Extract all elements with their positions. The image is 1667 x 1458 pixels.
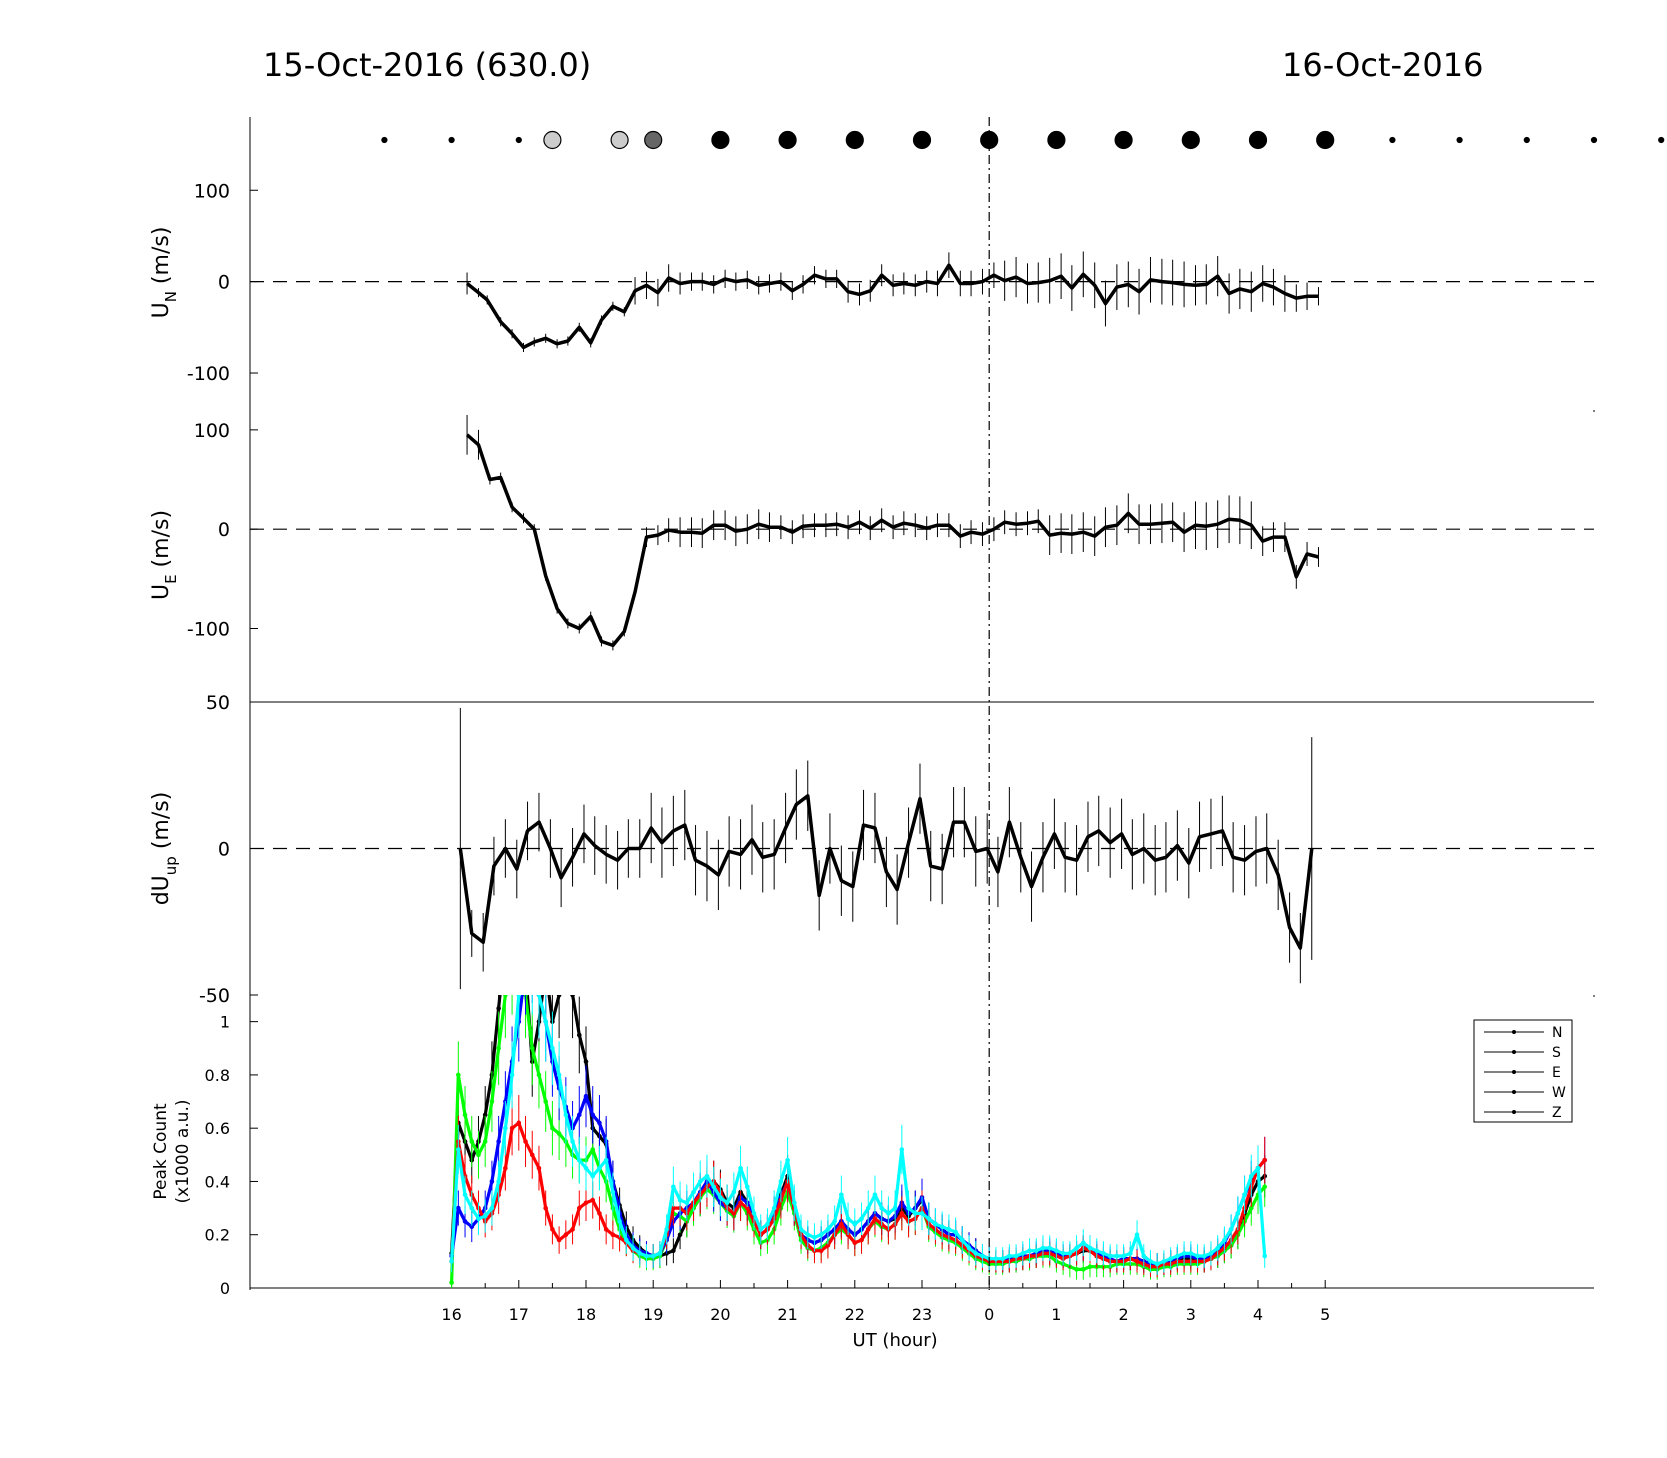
- data-point: [517, 939, 522, 944]
- series-line: [458, 794, 1314, 950]
- cloud-marker: [1047, 130, 1066, 150]
- cloud-marker: [778, 130, 797, 150]
- cloud-marker: [1316, 130, 1335, 150]
- y-tick-label: -100: [187, 618, 230, 640]
- x-tick-label: 5: [1320, 1305, 1330, 1324]
- cloud-marker: [543, 130, 562, 150]
- data-point: [530, 953, 535, 958]
- y-axis-label: UE (m/s): [149, 510, 180, 600]
- legend-label: W: [1552, 1085, 1566, 1101]
- y-axis-label-unit: (x1000 a.u.): [173, 1100, 193, 1204]
- y-tick-label: 0: [218, 839, 230, 861]
- panel-ue: 100 0 -100 UE (m/s): [149, 414, 1594, 651]
- data-point: [523, 939, 528, 944]
- peak-series: [449, 939, 1268, 1288]
- x-tick-label: 4: [1253, 1305, 1263, 1324]
- x-tick-label: 16: [441, 1305, 461, 1324]
- data-point: [523, 966, 528, 971]
- x-tick-label: 20: [710, 1305, 730, 1324]
- series-N: [449, 939, 1268, 1275]
- y-tick-label: 0.6: [205, 1119, 230, 1138]
- data-point: [510, 939, 515, 944]
- panel-un: 100 0 -100 UN (m/s): [149, 180, 1594, 385]
- y-tick-label: 0.2: [205, 1226, 230, 1245]
- cloud-marker: [644, 130, 663, 150]
- series-line: [466, 263, 1319, 350]
- y-tick-label: 100: [194, 180, 230, 202]
- x-tick-label: 21: [777, 1305, 797, 1324]
- cloud-marker: [1181, 130, 1200, 150]
- cloud-marker: [448, 136, 455, 144]
- cloud-marker: [1523, 136, 1530, 144]
- legend-marker: [1512, 1110, 1516, 1114]
- cloud-marker: [515, 136, 522, 144]
- title-left: 15-Oct-2016 (630.0): [263, 46, 591, 84]
- x-tick-label: 17: [509, 1305, 529, 1324]
- data-point: [510, 966, 515, 971]
- cloud-marker: [1590, 136, 1598, 144]
- cloud-marker: [1248, 130, 1268, 150]
- cloud-marker: [1114, 130, 1133, 150]
- series-Z: [449, 939, 1268, 1275]
- data-point: [523, 966, 528, 971]
- y-tick-label: -100: [187, 363, 230, 385]
- cloud-marker: [381, 136, 388, 144]
- x-tick-label: 3: [1186, 1305, 1196, 1324]
- x-tick-label: 22: [845, 1305, 865, 1324]
- x-tick-label: 2: [1119, 1305, 1129, 1324]
- x-tick-label: 18: [576, 1305, 596, 1324]
- series-line: [450, 995, 1267, 1266]
- y-tick-label: 0: [218, 272, 230, 294]
- cloud-status-markers: [381, 130, 1665, 150]
- y-tick-label: 0.4: [205, 1172, 230, 1191]
- x-tick-label: 19: [643, 1305, 663, 1324]
- cloud-marker: [912, 130, 932, 150]
- data-point: [503, 939, 508, 944]
- y-tick-label: -50: [199, 985, 230, 1007]
- y-axis-label: Peak Count: [151, 1103, 171, 1200]
- y-tick-label: 1: [220, 1013, 230, 1032]
- panel-dup: 50 0 -50 dUup (m/s): [149, 410, 1595, 1007]
- legend-marker: [1512, 1090, 1516, 1094]
- x-tick-label: 23: [912, 1305, 932, 1324]
- y-tick-label: 0: [220, 1279, 230, 1298]
- y-tick-label: 100: [194, 420, 230, 442]
- y-axis-label: dUup (m/s): [149, 792, 180, 906]
- y-tick-label: 0: [218, 519, 230, 541]
- cloud-marker: [1456, 136, 1463, 144]
- data-point: [530, 966, 535, 971]
- cloud-marker: [711, 130, 730, 150]
- y-tick-label: 0.8: [205, 1066, 230, 1085]
- x-tick-label: 0: [984, 1305, 994, 1324]
- legend-marker: [1512, 1070, 1516, 1074]
- cloud-marker: [1658, 136, 1665, 144]
- title-right: 16-Oct-2016: [1282, 46, 1483, 84]
- series-line: [465, 433, 1319, 648]
- legend-label: E: [1552, 1065, 1561, 1081]
- legend-label: Z: [1552, 1105, 1562, 1121]
- data-point: [517, 953, 522, 958]
- legend-label: N: [1552, 1025, 1562, 1041]
- cloud-marker: [610, 130, 629, 150]
- cloud-marker: [845, 130, 864, 150]
- legend-label: S: [1552, 1045, 1561, 1061]
- y-axis-label: UN (m/s): [149, 227, 180, 319]
- series-line: [450, 995, 1266, 1266]
- data-point: [564, 939, 569, 944]
- legend-marker: [1512, 1050, 1516, 1054]
- legend-box: [1473, 1019, 1573, 1123]
- y-tick-label: 50: [206, 692, 230, 714]
- series-line: [450, 1121, 1266, 1269]
- legend-marker: [1512, 1030, 1516, 1034]
- x-tick-label: 1: [1051, 1305, 1061, 1324]
- data-point: [543, 966, 548, 971]
- x-axis-label: UT (hour): [853, 1330, 938, 1351]
- cloud-marker: [1389, 136, 1396, 144]
